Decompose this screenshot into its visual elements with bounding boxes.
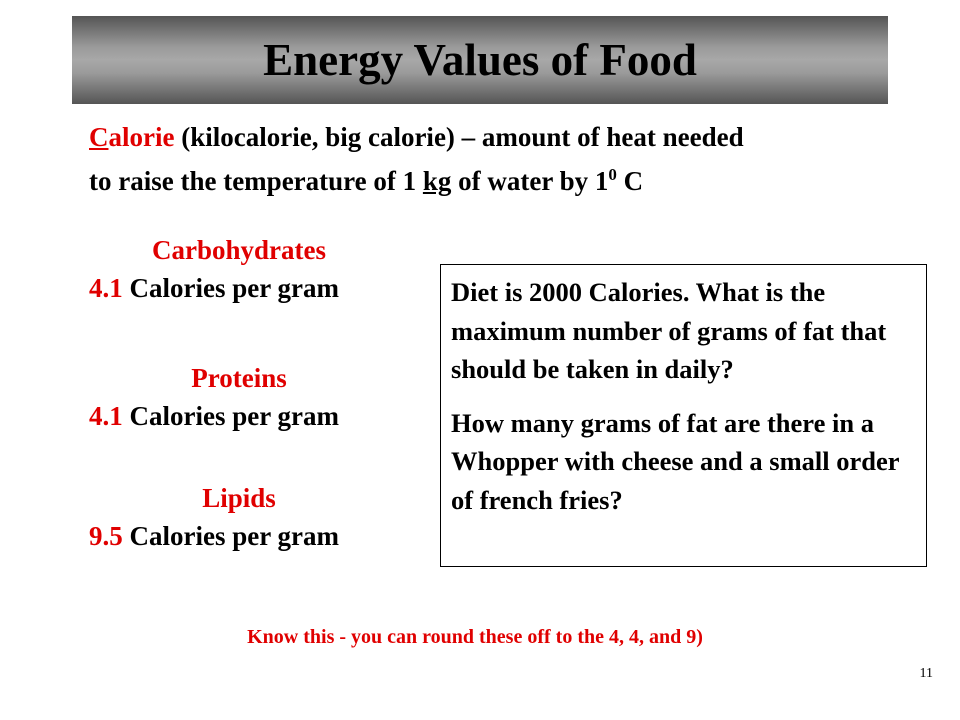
nutrient-lipids: Lipids 9.5 Calories per gram: [89, 479, 389, 555]
nutrient-unit: Calories per gram: [122, 273, 339, 303]
nutrient-energy: 9.5 Calories per gram: [89, 517, 389, 555]
nutrient-name: Lipids: [202, 483, 276, 513]
degree-superscript: 0: [608, 165, 617, 184]
nutrient-name: Carbohydrates: [152, 235, 326, 265]
definition-text-4: C: [616, 166, 644, 196]
page-number: 11: [919, 666, 933, 681]
footer-note: Know this - you can round these off to t…: [247, 626, 703, 648]
calorie-definition: Calorie (kilocalorie, big calorie) – amo…: [89, 118, 744, 200]
nutrient-value: 4.1: [89, 401, 123, 431]
nutrient-value: 9.5: [89, 521, 123, 551]
question-1: Diet is 2000 Calories. What is the maxim…: [451, 277, 887, 384]
definition-text-2: to raise the temperature of 1: [89, 166, 423, 196]
term-first-letter: C: [89, 122, 109, 152]
definition-text-3: of water by 1: [451, 166, 609, 196]
title-bar: Energy Values of Food: [72, 16, 888, 104]
nutrient-carbohydrates: Carbohydrates 4.1 Calories per gram: [89, 231, 389, 307]
question-2: How many grams of fat are there in a Who…: [451, 407, 900, 515]
term-rest: alorie: [108, 122, 175, 152]
nutrient-proteins: Proteins 4.1 Calories per gram: [89, 359, 389, 435]
definition-line-2: to raise the temperature of 1 kg of wate…: [89, 156, 744, 200]
definition-line-1: Calorie (kilocalorie, big calorie) – amo…: [89, 118, 744, 156]
nutrient-name: Proteins: [191, 363, 287, 393]
nutrient-value: 4.1: [89, 273, 123, 303]
nutrient-unit: Calories per gram: [122, 401, 339, 431]
nutrient-energy: 4.1 Calories per gram: [89, 269, 389, 307]
nutrient-unit: Calories per gram: [122, 521, 339, 551]
kg-unit: kg: [422, 166, 452, 196]
nutrient-energy: 4.1 Calories per gram: [89, 397, 389, 435]
definition-text: (kilocalorie, big calorie) – amount of h…: [174, 122, 744, 152]
question-box: Diet is 2000 Calories. What is the maxim…: [440, 264, 927, 567]
slide-title: Energy Values of Food: [263, 35, 697, 85]
